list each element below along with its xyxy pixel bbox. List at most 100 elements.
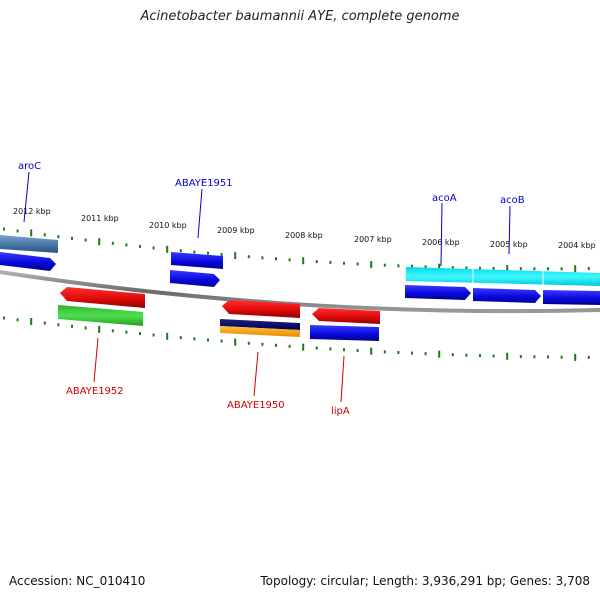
gene-label-ABAYE1951[interactable]: ABAYE1951 (175, 178, 233, 189)
gene-feature-downstream[interactable] (543, 290, 600, 305)
label-leader-aroC (23, 171, 30, 223)
upper-tick-minor (343, 261, 345, 265)
lower-tick-major (438, 350, 441, 358)
upper-tick-minor (560, 267, 563, 271)
gene-feature-ABAYE1952[interactable] (60, 287, 145, 308)
label-leader-ABAYE1951 (197, 188, 203, 239)
tick-label-2011: 2011 kbp (81, 214, 119, 223)
lower-tick-minor (57, 323, 60, 327)
upper-tick-minor (179, 249, 182, 253)
upper-tick-minor (519, 267, 522, 271)
gene-feature-ABAYE1952-track[interactable] (58, 305, 143, 326)
lower-tick-major (166, 332, 169, 340)
lower-tick-minor (315, 346, 318, 350)
upper-tick-minor (329, 260, 332, 264)
tick-label-2004: 2004 kbp (558, 241, 596, 250)
upper-tick-minor (139, 244, 141, 248)
upper-tick-minor (465, 266, 468, 270)
lower-tick-major (234, 338, 237, 346)
upper-tick-major (234, 252, 237, 260)
upper-tick-major (438, 263, 441, 271)
gene-feature-aroC[interactable] (0, 252, 56, 271)
upper-tick-minor (383, 263, 386, 267)
lower-tick-track (3, 316, 590, 361)
upper-tick-minor (533, 267, 536, 271)
gene-feature-ABAYE1951[interactable] (170, 270, 220, 287)
lower-tick-major (98, 325, 101, 333)
gene-feature-aroC-track[interactable] (0, 235, 58, 253)
lower-tick-minor (451, 353, 454, 357)
lower-tick-minor (220, 339, 223, 343)
lower-tick-minor (16, 318, 19, 322)
lower-tick-minor (465, 353, 468, 357)
upper-tick-minor (71, 236, 73, 240)
label-leader-ABAYE1950 (253, 351, 259, 397)
upper-tick-minor (3, 227, 5, 231)
upper-tick-major (30, 229, 33, 237)
lower-tick-minor (152, 333, 155, 337)
lower-tick-minor (383, 350, 386, 354)
forward-labels: aroC ABAYE1951 acoA acoB (18, 161, 525, 267)
upper-tick-track (3, 227, 590, 273)
lower-tick-major (370, 347, 373, 355)
lower-tick-minor (275, 343, 277, 347)
upper-tick-minor (43, 233, 46, 237)
lower-tick-minor (329, 347, 332, 351)
lower-tick-minor (125, 330, 128, 334)
gene-feature-aco-track[interactable] (406, 267, 600, 286)
lower-tick-minor (288, 344, 291, 348)
gene-feature-acoB[interactable] (473, 288, 541, 303)
reverse-features (58, 287, 380, 341)
upper-tick-minor (275, 257, 277, 261)
gene-feature-acoA[interactable] (405, 285, 471, 300)
upper-tick-minor (451, 266, 454, 270)
tick-label-2009: 2009 kbp (217, 226, 255, 235)
upper-tick-major (302, 257, 305, 265)
label-leader-lipA (340, 355, 345, 403)
lower-tick-minor (193, 337, 196, 341)
gene-feature-ABAYE1950[interactable] (222, 300, 300, 318)
tick-label-2010: 2010 kbp (149, 221, 187, 230)
gene-label-ABAYE1950[interactable]: ABAYE1950 (227, 400, 285, 411)
lower-tick-minor (207, 338, 209, 342)
lower-tick-minor (3, 316, 5, 320)
upper-tick-major (98, 238, 101, 246)
gene-feature-ABAYE1950-track-b[interactable] (220, 326, 300, 337)
lower-tick-minor (71, 324, 73, 328)
gene-feature-lipA-track[interactable] (310, 325, 379, 341)
lower-tick-minor (411, 351, 413, 355)
lower-tick-minor (424, 352, 427, 356)
upper-tick-minor (111, 241, 114, 245)
upper-tick-minor (152, 246, 155, 250)
lower-tick-major (302, 343, 305, 351)
gene-feature-ABAYE1951-top[interactable] (171, 252, 223, 269)
lower-tick-minor (43, 321, 46, 325)
gene-feature-ABAYE1950-track[interactable] (220, 319, 300, 330)
gene-label-aroC[interactable]: aroC (18, 161, 41, 172)
label-leader-ABAYE1952 (93, 337, 99, 383)
upper-tick-minor (479, 266, 481, 270)
accession-text: Accession: NC_010410 (9, 574, 146, 588)
gene-label-acoA[interactable]: acoA (432, 193, 457, 204)
gene-feature-lipA[interactable] (312, 308, 380, 324)
lower-tick-minor (139, 332, 141, 336)
gene-label-lipA[interactable]: lipA (331, 406, 350, 417)
forward-features (0, 235, 600, 305)
lower-tick-minor (479, 354, 481, 358)
gene-label-ABAYE1952[interactable]: ABAYE1952 (66, 386, 124, 397)
lower-tick-minor (261, 342, 264, 346)
upper-tick-minor (587, 267, 590, 271)
upper-tick-minor (261, 256, 264, 260)
upper-tick-major (574, 265, 577, 273)
lower-tick-minor (587, 355, 590, 359)
upper-tick-major (506, 265, 509, 273)
lower-tick-minor (560, 355, 563, 359)
upper-tick-minor (492, 266, 495, 270)
lower-tick-minor (84, 326, 87, 330)
upper-tick-minor (356, 262, 359, 266)
lower-tick-minor (547, 355, 549, 359)
gene-label-acoB[interactable]: acoB (500, 195, 525, 206)
lower-tick-major (574, 353, 577, 361)
tick-label-2006: 2006 kbp (422, 238, 460, 247)
map-title: Acinetobacter baumannii AYE, complete ge… (140, 9, 460, 24)
